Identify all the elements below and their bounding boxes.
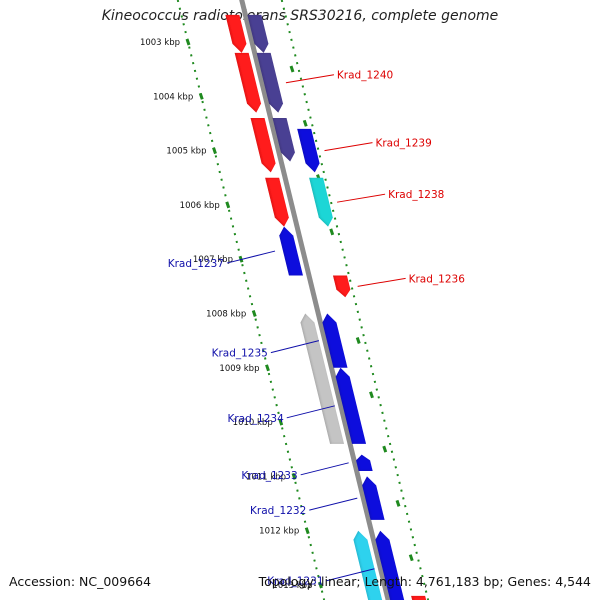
gene-arrow[interactable] [256, 52, 284, 113]
gene-label[interactable]: Krad_1236 [409, 273, 466, 285]
gene-leader [285, 74, 335, 84]
gene-arrow[interactable] [300, 313, 345, 444]
kbp-label: 1004 kbp [153, 92, 193, 102]
kbp-tick [318, 581, 323, 589]
kbp-label: 1011 kbp [246, 472, 286, 482]
gene-arrow[interactable] [322, 313, 348, 368]
gene-arrow[interactable] [234, 52, 262, 113]
kbp-tick [278, 418, 284, 426]
kbp-tick [185, 38, 191, 46]
kbp-tick-right [395, 499, 401, 507]
gene-leader [324, 142, 373, 152]
gene-arrow[interactable] [375, 530, 405, 600]
kbp-label: 1013 kbp [272, 581, 312, 591]
kbp-tick [225, 201, 231, 209]
kbp-label: 1008 kbp [206, 310, 246, 320]
sequence-backbone [239, 0, 391, 600]
gene-arrow[interactable] [250, 118, 276, 173]
gene-arrow[interactable] [332, 275, 351, 298]
gene-arrow[interactable] [225, 14, 247, 53]
gene-arrow[interactable] [362, 476, 385, 520]
kbp-label: 1009 kbp [219, 364, 259, 374]
kbp-tick-right [408, 554, 414, 562]
kbp-tick [304, 527, 310, 535]
gene-leader [286, 405, 335, 419]
kbp-label: 1012 kbp [259, 527, 299, 537]
gene-arrow[interactable] [309, 177, 333, 227]
gene-arrow[interactable] [247, 14, 269, 53]
map-title: Kineococcus radiotolerans SRS30216, comp… [101, 8, 499, 24]
kbp-label: 1005 kbp [166, 147, 206, 157]
gene-label[interactable]: Krad_1235 [212, 348, 268, 360]
gene-leader [357, 277, 406, 287]
kbp-tick-right [329, 228, 335, 236]
gene-label[interactable]: Krad_1237 [168, 258, 224, 270]
gene-layer[interactable] [225, 14, 427, 600]
kbp-tick-right [302, 119, 308, 127]
kbp-tick-right [369, 391, 374, 399]
label-layer: Krad_1240 Krad_1239 Krad_1238 Krad_1237 Krad… [168, 70, 465, 588]
gene-leader [270, 340, 319, 354]
gene-label[interactable]: Krad_1240 [337, 70, 393, 82]
kbp-tick-right [355, 337, 361, 344]
kbp-tick-right [382, 445, 388, 453]
kbp-label: 1006 kbp [180, 201, 220, 211]
kbp-label: 1010 kbp [233, 418, 273, 428]
gene-arrow[interactable] [335, 367, 367, 444]
gene-arrow[interactable] [265, 177, 289, 227]
gene-label[interactable]: Krad_1233 [241, 470, 297, 482]
gene-arrow[interactable] [356, 454, 373, 471]
gene-leader [226, 250, 276, 264]
gene-arrow[interactable] [353, 530, 383, 600]
kbp-tick-right [289, 65, 295, 73]
gene-leader [300, 462, 349, 476]
gene-leader [326, 568, 375, 582]
gene-label[interactable]: Krad_1239 [375, 138, 431, 150]
gene-leader [337, 193, 386, 203]
gene-leader [309, 497, 358, 511]
gene-label[interactable]: Krad_1232 [250, 505, 306, 517]
gene-arrow[interactable] [279, 226, 303, 276]
kbp-tick [265, 364, 270, 372]
kbp-tick [198, 92, 204, 100]
kbp-tick [291, 472, 297, 480]
kbp-label: 1003 kbp [140, 38, 180, 48]
gene-arrow[interactable] [411, 595, 427, 600]
backbone-layer [239, 0, 391, 600]
kbp-tick [212, 147, 217, 155]
gene-label[interactable]: Krad_1234 [227, 413, 284, 425]
gene-arrow[interactable] [272, 118, 295, 162]
genome-summary-text: Topology: linear; Length: 4,761,183 bp; … [258, 574, 591, 589]
gene-label[interactable]: Krad_1231 [267, 576, 323, 588]
kbp-tick [251, 310, 257, 317]
kbp-label: 1007 kbp [193, 255, 233, 265]
gene-arrow[interactable] [297, 128, 320, 173]
gene-label[interactable]: Krad_1238 [388, 189, 444, 201]
accession-text: Accession: NC_009664 [9, 574, 152, 589]
